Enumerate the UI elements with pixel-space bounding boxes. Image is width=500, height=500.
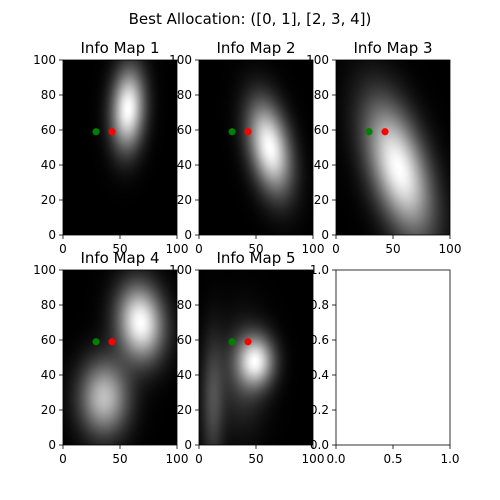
y-tick-label: 40 bbox=[177, 368, 192, 382]
y-tick-label: 0.8 bbox=[310, 298, 329, 312]
y-tick-label: 60 bbox=[41, 123, 56, 137]
x-tick-label: 100 bbox=[166, 242, 189, 256]
marker-green bbox=[228, 338, 236, 346]
panel-title: Info Map 3 bbox=[353, 39, 432, 57]
x-tick-label: 0 bbox=[59, 452, 67, 466]
y-tick-label: 80 bbox=[41, 298, 56, 312]
panel-title: Info Map 2 bbox=[216, 39, 295, 57]
y-tick-label: 0 bbox=[48, 438, 56, 452]
empty-axes-background bbox=[336, 270, 450, 445]
y-tick-label: 0.2 bbox=[310, 403, 329, 417]
y-tick-label: 100 bbox=[33, 263, 56, 277]
x-tick-label: 50 bbox=[248, 242, 263, 256]
y-tick-label: 20 bbox=[41, 193, 56, 207]
panel-4: Info Map 4 0 50 100 0 20 40 60 80 100 bbox=[33, 249, 188, 466]
y-tick-label: 0 bbox=[48, 228, 56, 242]
x-tick-label: 0 bbox=[195, 452, 203, 466]
x-tick-label: 0 bbox=[195, 242, 203, 256]
y-tick-label: 80 bbox=[314, 88, 329, 102]
y-tick-label: 60 bbox=[177, 333, 192, 347]
x-tick-label: 50 bbox=[112, 452, 127, 466]
axes-frame bbox=[62, 59, 178, 236]
x-tick-label: 0.0 bbox=[326, 452, 345, 466]
x-tick-label: 100 bbox=[439, 242, 462, 256]
y-tick-label: 60 bbox=[177, 123, 192, 137]
marker-red bbox=[108, 338, 116, 346]
x-tick-label: 100 bbox=[166, 452, 189, 466]
marker-red bbox=[244, 338, 252, 346]
y-tick-label: 0 bbox=[184, 228, 192, 242]
y-tick-label: 80 bbox=[41, 88, 56, 102]
y-tick-label: 40 bbox=[177, 158, 192, 172]
x-tick-label: 0 bbox=[332, 242, 340, 256]
y-tick-label: 60 bbox=[41, 333, 56, 347]
heatmap-image bbox=[336, 60, 450, 235]
y-tick-label: 80 bbox=[177, 298, 192, 312]
panel-3: Info Map 3 0 50 100 0 20 40 60 80 100 bbox=[306, 39, 461, 256]
panel-title: Info Map 4 bbox=[80, 249, 159, 267]
panel-1: Info Map 1 0 50 100 0 20 40 60 80 100 bbox=[33, 39, 188, 256]
x-tick-label: 50 bbox=[385, 242, 400, 256]
x-tick-label: 0 bbox=[59, 242, 67, 256]
y-tick-label: 40 bbox=[41, 158, 56, 172]
axes-frame bbox=[198, 269, 314, 446]
x-tick-label: 100 bbox=[302, 452, 325, 466]
y-tick-label: 80 bbox=[177, 88, 192, 102]
axes-frame bbox=[62, 269, 178, 446]
y-tick-label: 20 bbox=[41, 403, 56, 417]
panel-6: 0.0 0.5 1.0 0.0 0.2 0.4 0.6 0.8 1.0 bbox=[310, 263, 460, 466]
heatmap-image bbox=[63, 60, 177, 235]
y-tick-label: 20 bbox=[177, 193, 192, 207]
panel-title: Info Map 5 bbox=[216, 249, 295, 267]
panel-title: Info Map 1 bbox=[80, 39, 159, 57]
y-tick-label: 0 bbox=[321, 228, 329, 242]
x-tick-label: 1.0 bbox=[440, 452, 459, 466]
x-tick-label: 50 bbox=[248, 452, 263, 466]
heatmap-image bbox=[63, 270, 177, 445]
marker-red bbox=[108, 128, 116, 136]
y-tick-label: 0 bbox=[184, 438, 192, 452]
axes-frame bbox=[335, 59, 451, 236]
heatmap-image bbox=[199, 270, 313, 445]
marker-green bbox=[228, 128, 236, 136]
y-tick-label: 1.0 bbox=[310, 263, 329, 277]
x-tick-label: 0.5 bbox=[383, 452, 402, 466]
y-tick-label: 40 bbox=[41, 368, 56, 382]
marker-green bbox=[92, 128, 100, 136]
y-tick-label: 20 bbox=[314, 193, 329, 207]
x-tick-label: 50 bbox=[112, 242, 127, 256]
y-tick-label: 100 bbox=[306, 53, 329, 67]
marker-red bbox=[381, 128, 389, 136]
y-tick-label: 100 bbox=[169, 263, 192, 277]
y-tick-label: 0.4 bbox=[310, 368, 329, 382]
y-tick-label: 0.0 bbox=[310, 438, 329, 452]
y-tick-label: 40 bbox=[314, 158, 329, 172]
y-tick-label: 100 bbox=[169, 53, 192, 67]
figure-title: Best Allocation: ([0, 1], [2, 3, 4]) bbox=[129, 10, 372, 28]
marker-green bbox=[365, 128, 373, 136]
y-tick-label: 20 bbox=[177, 403, 192, 417]
marker-red bbox=[244, 128, 252, 136]
axes-frame bbox=[198, 59, 314, 236]
x-tick-label: 100 bbox=[302, 242, 325, 256]
heatmap-image bbox=[199, 60, 313, 235]
y-tick-label: 100 bbox=[33, 53, 56, 67]
marker-green bbox=[92, 338, 100, 346]
y-tick-label: 0.6 bbox=[310, 333, 329, 347]
y-tick-label: 60 bbox=[314, 123, 329, 137]
axes-frame bbox=[335, 269, 451, 446]
